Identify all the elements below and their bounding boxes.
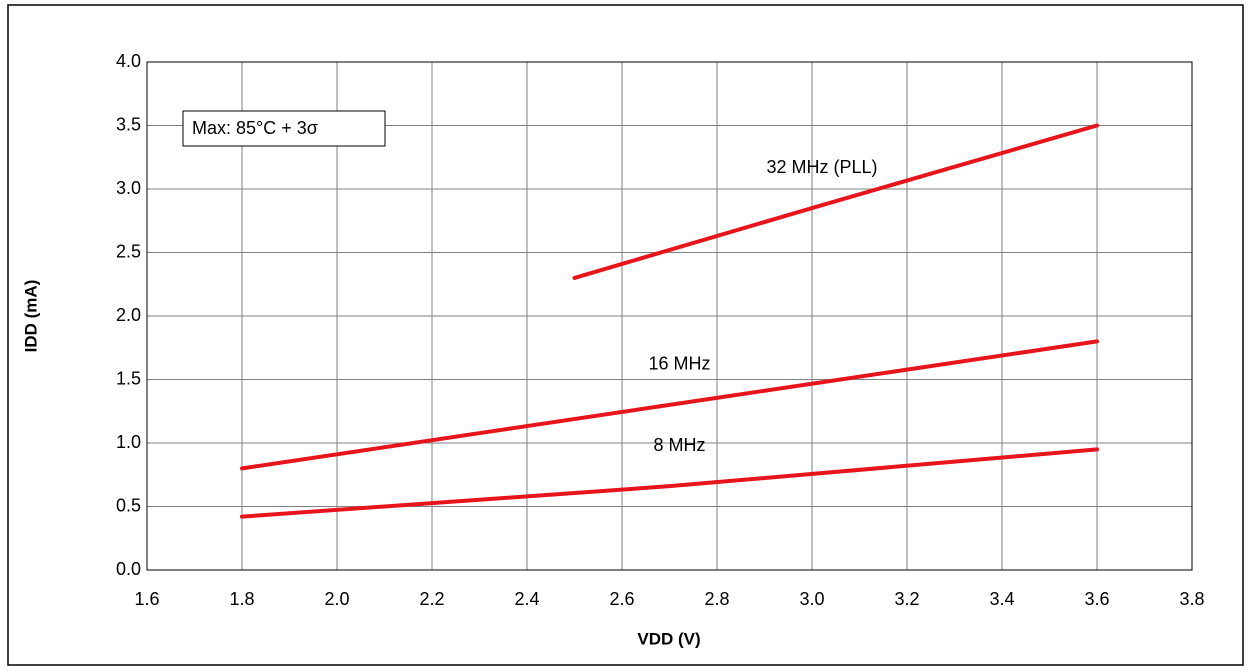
y-tick-label: 2.5 bbox=[116, 241, 141, 261]
x-tick-label: 3.6 bbox=[1084, 589, 1109, 609]
y-tick-label: 2.0 bbox=[116, 305, 141, 325]
y-tick-label: 3.0 bbox=[116, 178, 141, 198]
x-tick-label: 3.0 bbox=[799, 589, 824, 609]
x-tick-label: 1.8 bbox=[229, 589, 254, 609]
x-tick-label: 3.8 bbox=[1179, 589, 1204, 609]
x-axis-title: VDD (V) bbox=[637, 629, 700, 648]
x-tick-label: 3.4 bbox=[989, 589, 1014, 609]
x-tick-label: 2.2 bbox=[419, 589, 444, 609]
series-label: 8 MHz bbox=[653, 435, 705, 455]
x-tick-label: 2.4 bbox=[514, 589, 539, 609]
frame bbox=[7, 4, 1244, 666]
series-line bbox=[240, 339, 1099, 471]
y-tick-label: 0.5 bbox=[116, 495, 141, 515]
series-line bbox=[572, 123, 1099, 280]
x-tick-label: 2.8 bbox=[704, 589, 729, 609]
y-tick-label: 0.0 bbox=[116, 559, 141, 579]
series-line bbox=[240, 447, 1099, 519]
annotation: Max: 85°C + 3σ bbox=[192, 118, 318, 138]
y-tick-label: 1.5 bbox=[116, 368, 141, 388]
x-tick-label: 2.6 bbox=[609, 589, 634, 609]
y-tick-label: 3.5 bbox=[116, 114, 141, 134]
x-tick-label: 3.2 bbox=[894, 589, 919, 609]
series-label: 32 MHz (PLL) bbox=[766, 157, 877, 177]
annotation-box bbox=[182, 110, 386, 147]
x-tick-label: 2.0 bbox=[324, 589, 349, 609]
x-tick-label: 1.6 bbox=[134, 589, 159, 609]
series-label: 16 MHz bbox=[648, 354, 710, 374]
y-axis-title: IDD (mA) bbox=[21, 280, 40, 353]
y-tick-label: 1.0 bbox=[116, 432, 141, 452]
y-tick-label: 4.0 bbox=[116, 51, 141, 71]
grid bbox=[146, 61, 1193, 571]
plot-area bbox=[146, 61, 1193, 571]
